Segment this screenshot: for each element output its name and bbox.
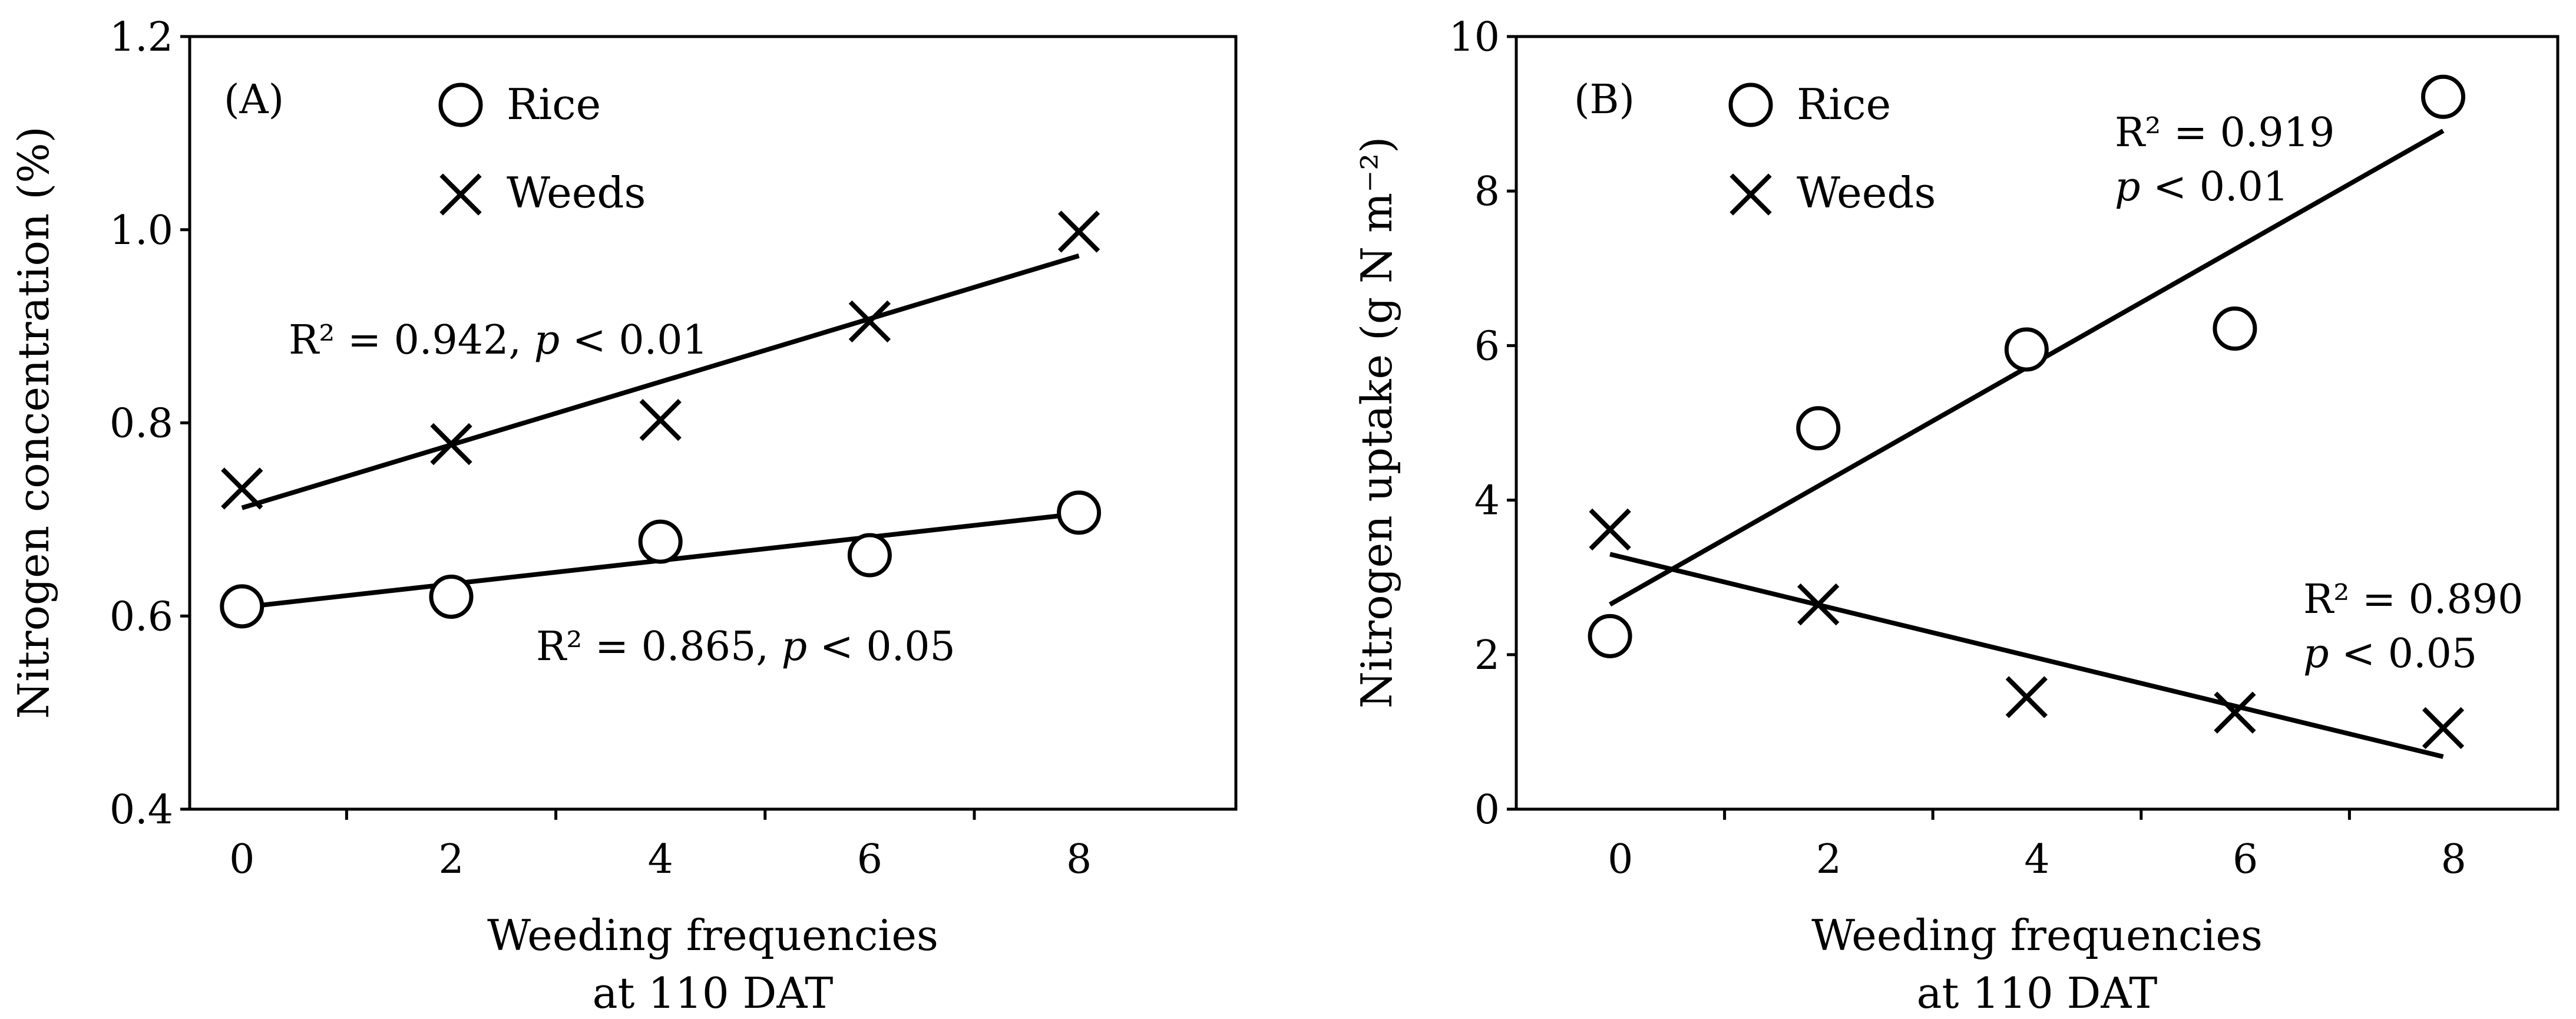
panel-b-plot-frame xyxy=(1514,35,2560,811)
panel-a-legend: Rice Weeds xyxy=(438,80,646,217)
legend-weeds-label: Weeds xyxy=(507,168,646,217)
panel-b-x-axis-title-line1: Weeding frequencies xyxy=(1811,911,2263,960)
fit-line-weeds xyxy=(1609,552,2444,759)
x-tick-label: 2 xyxy=(438,836,464,883)
panel-b-data-points xyxy=(1588,74,2466,749)
y-tick-label: 0.4 xyxy=(110,787,173,833)
legend-weeds-cross-icon xyxy=(439,173,482,216)
legend-weeds-cross-icon xyxy=(1730,173,1772,216)
y-tick-label: 10 xyxy=(1449,14,1500,61)
y-tick-label: 0.8 xyxy=(110,401,173,447)
weeds-point xyxy=(2005,676,2048,718)
fit-line-weeds xyxy=(241,253,1080,510)
x-tick-label: 0 xyxy=(1608,836,1633,883)
rice-point xyxy=(638,519,683,564)
weeds-point xyxy=(639,398,682,441)
weeds-point xyxy=(1797,583,1840,626)
rice-point xyxy=(1588,614,1632,658)
x-tick-label: 6 xyxy=(2233,836,2258,883)
panel-b-x-axis-title-line2: at 110 DAT xyxy=(1917,968,2158,1018)
regression-p-annotation: p < 0.05 xyxy=(2303,631,2477,677)
y-tick-label: 4 xyxy=(1474,478,1500,525)
rice-point xyxy=(1796,406,1841,451)
rice-point xyxy=(847,533,892,578)
regression-annotation: R² = 0.865, p < 0.05 xyxy=(536,624,955,670)
panel-a-y-axis-title: Nitrogen concentration (%) xyxy=(9,126,58,718)
regression-p-annotation: p < 0.01 xyxy=(2115,164,2289,210)
panel-b-nitrogen-uptake: 0 2 4 6 8 10 0 2 4 6 8 R² = 0.919 p < 0.01 R² = 0.8… xyxy=(1352,14,2560,1018)
legend-rice-label: Rice xyxy=(507,80,601,129)
panel-a-annotations: R² = 0.942, p < 0.01 R² = 0.865, p < 0.05 xyxy=(289,317,955,670)
x-tick-label: 2 xyxy=(1816,836,1841,883)
weeds-point xyxy=(1057,210,1100,253)
weeds-point xyxy=(2214,691,2256,734)
x-tick-label: 0 xyxy=(229,836,254,883)
rice-point xyxy=(2213,306,2257,351)
panel-b-x-ticks: 0 2 4 6 8 xyxy=(1608,809,2466,883)
weeds-point xyxy=(430,423,472,466)
y-tick-label: 8 xyxy=(1474,169,1500,215)
panel-a-x-axis-title-line2: at 110 DAT xyxy=(593,968,834,1018)
legend-weeds-label: Weeds xyxy=(1797,168,1936,217)
panel-a-y-ticks: 0.4 0.6 0.8 1.0 1.2 xyxy=(110,14,190,833)
weeds-point xyxy=(2422,707,2465,749)
legend-rice-circle-icon xyxy=(438,83,483,127)
y-tick-label: 2 xyxy=(1474,632,1500,679)
x-tick-label: 6 xyxy=(857,836,882,883)
weeds-point xyxy=(221,467,263,510)
x-tick-label: 8 xyxy=(1066,836,1092,883)
rice-point xyxy=(220,584,264,629)
panel-b-y-ticks: 0 2 4 6 8 10 xyxy=(1449,14,1516,833)
y-tick-label: 0.6 xyxy=(110,593,173,640)
y-tick-label: 1.0 xyxy=(110,207,173,254)
regression-r2-annotation: R² = 0.919 xyxy=(2115,110,2334,156)
x-tick-label: 4 xyxy=(2024,836,2049,883)
panel-b-legend: Rice Weeds xyxy=(1728,80,1936,217)
rice-point xyxy=(2421,74,2466,119)
y-tick-label: 1.2 xyxy=(110,14,173,61)
rice-point xyxy=(429,574,474,619)
x-tick-label: 8 xyxy=(2441,836,2466,883)
panel-b-y-axis-title: Nitrogen uptake (g N m⁻²) xyxy=(1352,137,1401,708)
rice-point xyxy=(1057,490,1102,535)
panel-a-data-points xyxy=(220,210,1102,629)
panel-a-tag: (A) xyxy=(224,77,284,123)
panel-b-tag: (B) xyxy=(1574,77,1635,123)
panel-a-x-axis-title-line1: Weeding frequencies xyxy=(487,911,938,960)
panel-a-x-ticks: 0 2 4 6 8 xyxy=(229,809,1092,883)
legend-rice-label: Rice xyxy=(1797,80,1891,129)
weeds-point xyxy=(1589,508,1631,551)
panel-a-nitrogen-concentration: 0.4 0.6 0.8 1.0 1.2 0 2 4 6 8 R² = 0.942, p < 0.… xyxy=(9,14,1238,1018)
y-tick-label: 6 xyxy=(1474,323,1500,370)
rice-point xyxy=(2004,327,2049,372)
x-tick-label: 4 xyxy=(648,836,673,883)
legend-rice-circle-icon xyxy=(1728,83,1773,127)
panel-b-annotations: R² = 0.919 p < 0.01 R² = 0.890 p < 0.05 xyxy=(2115,110,2523,677)
panel-a-plot-frame xyxy=(188,35,1238,811)
regression-annotation: R² = 0.942, p < 0.01 xyxy=(289,317,708,364)
y-tick-label: 0 xyxy=(1474,787,1500,833)
weeds-point xyxy=(848,300,891,343)
regression-r2-annotation: R² = 0.890 xyxy=(2303,576,2523,623)
